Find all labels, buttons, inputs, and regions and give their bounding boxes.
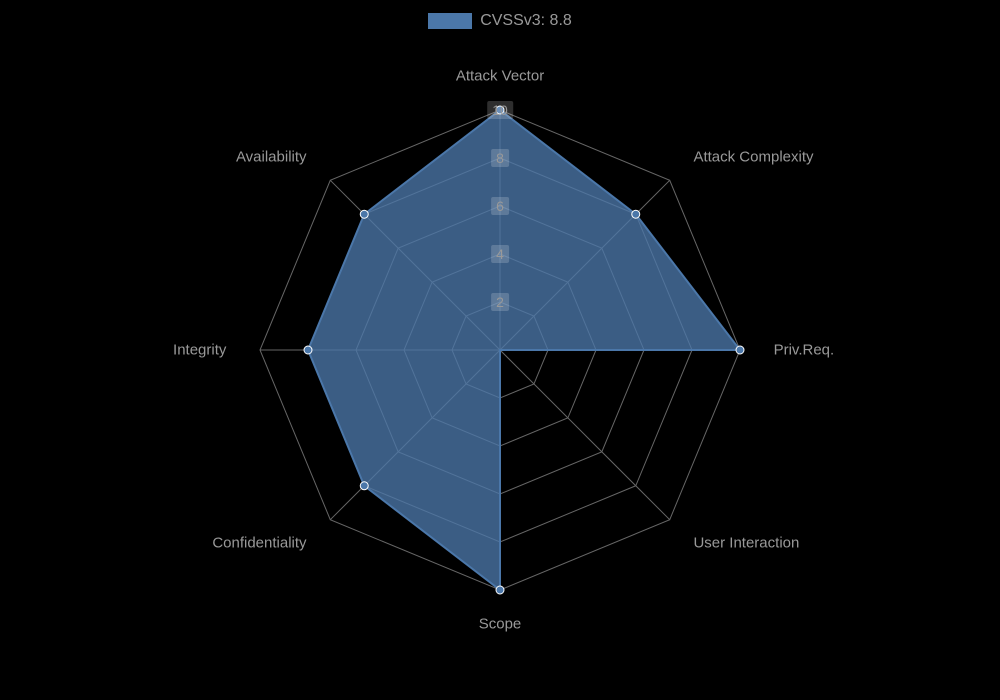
tick-label: 10	[487, 101, 513, 119]
axis-label: Attack Complexity	[693, 148, 813, 165]
tick-label: 2	[491, 293, 509, 311]
axis-label: User Interaction	[693, 535, 799, 552]
axis-label: Availability	[236, 148, 307, 165]
tick-label: 8	[491, 149, 509, 167]
axis-label: Confidentiality	[212, 535, 306, 552]
axis-label: Scope	[479, 615, 522, 632]
radar-chart-container: CVSSv3: 8.8 Attack VectorAttack Complexi…	[0, 0, 1000, 700]
tick-label: 4	[491, 245, 509, 263]
axis-label: Priv.Req.	[774, 342, 835, 359]
axis-label: Attack Vector	[456, 68, 544, 85]
axis-label: Integrity	[173, 342, 226, 359]
tick-label: 6	[491, 197, 509, 215]
